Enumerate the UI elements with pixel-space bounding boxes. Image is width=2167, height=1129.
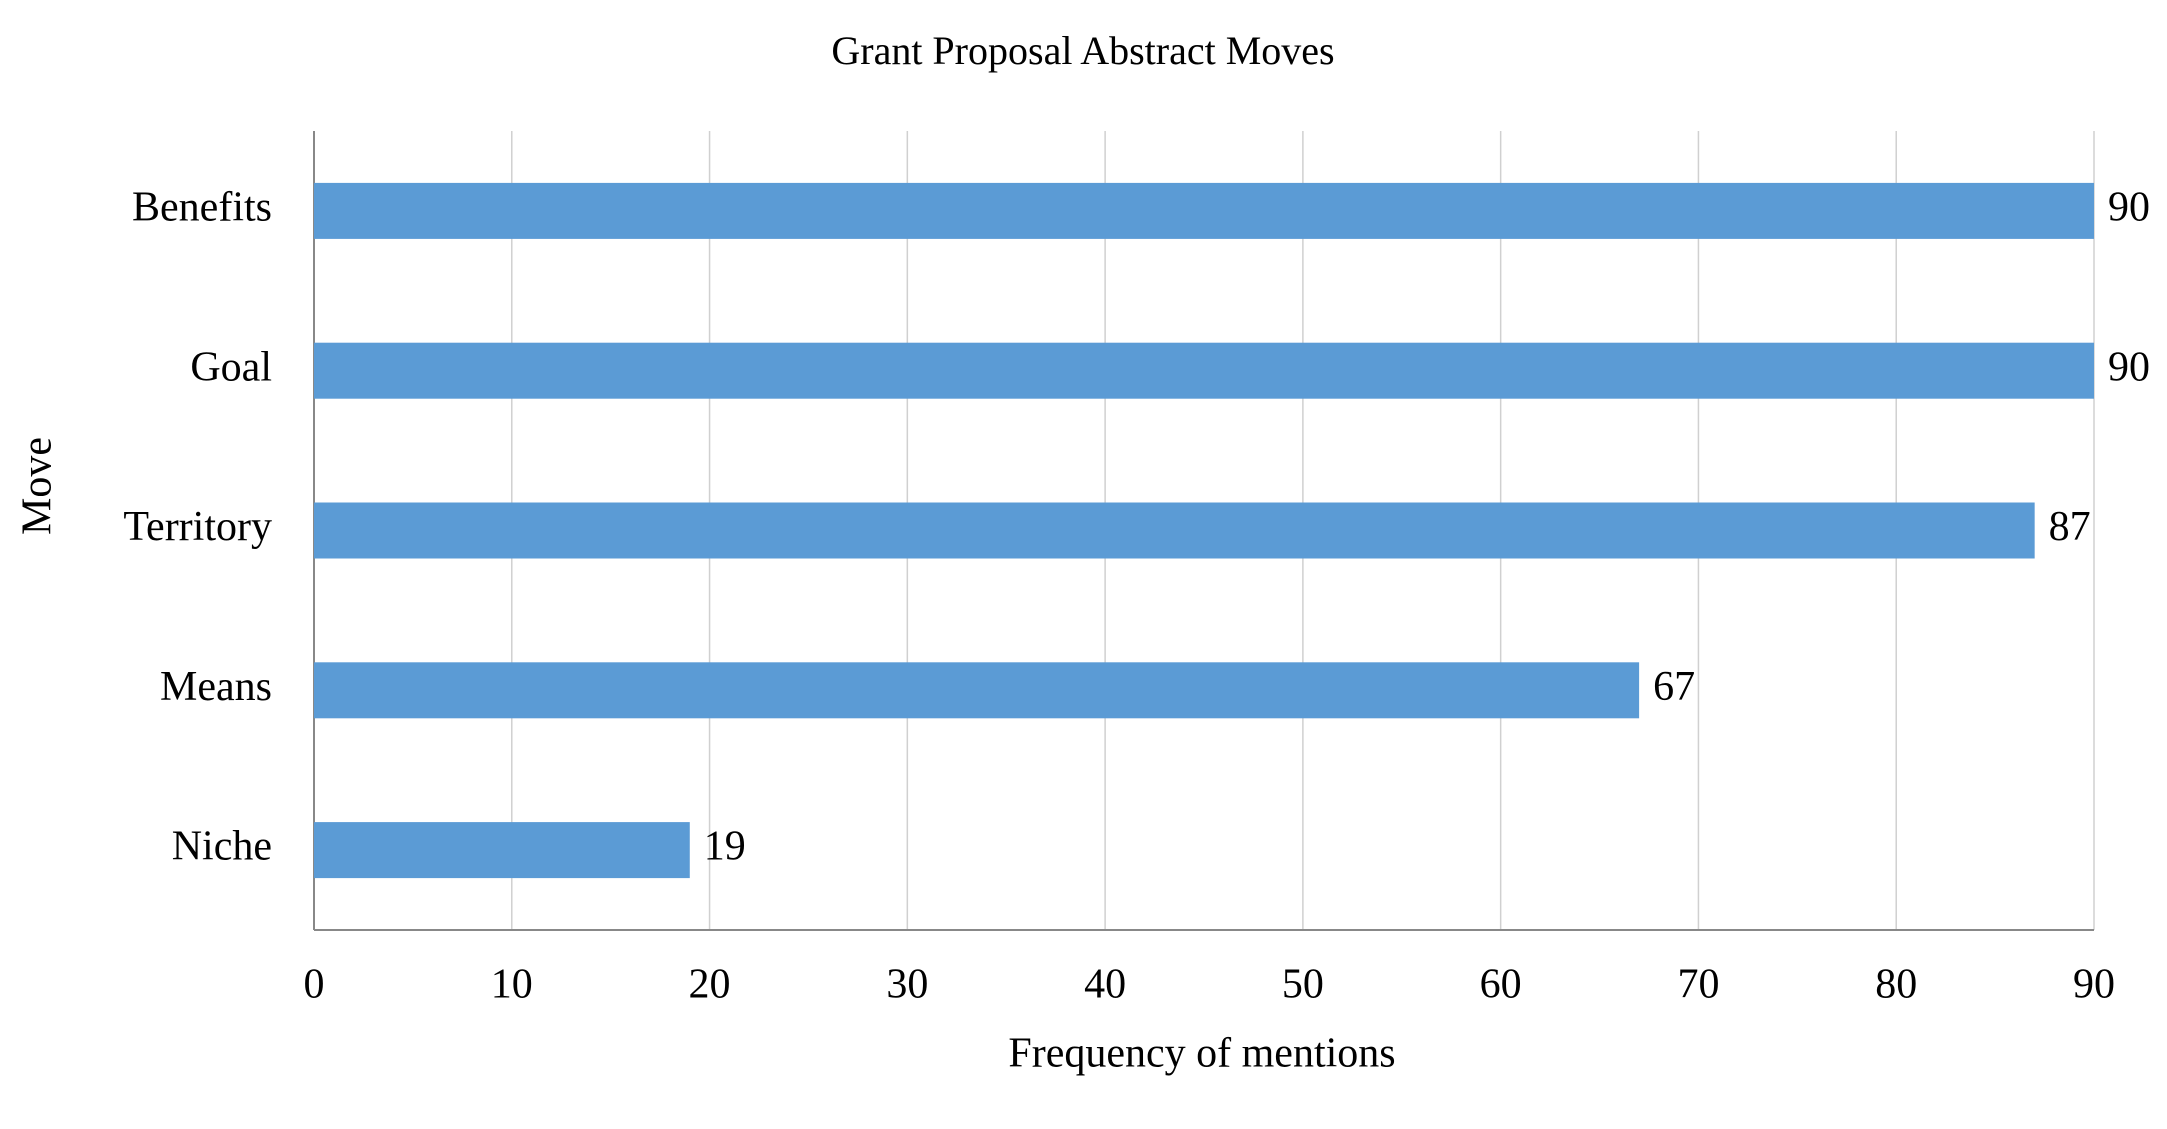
x-tick-label: 50 bbox=[1282, 962, 1324, 1008]
y-tick-label: Benefits bbox=[132, 185, 272, 231]
value-label: 19 bbox=[704, 824, 746, 870]
y-tick-label: Territory bbox=[123, 504, 272, 550]
x-tick-label: 80 bbox=[1875, 962, 1917, 1008]
x-tick-label: 30 bbox=[886, 962, 928, 1008]
bar bbox=[314, 342, 2094, 399]
bar bbox=[314, 182, 2094, 239]
chart-title: Grant Proposal Abstract Moves bbox=[831, 28, 1334, 73]
y-axis-label: Move bbox=[15, 437, 61, 535]
bar bbox=[314, 822, 690, 879]
value-label: 90 bbox=[2108, 344, 2150, 390]
x-tick-label: 20 bbox=[689, 962, 731, 1008]
y-tick-label: Goal bbox=[190, 344, 272, 390]
x-tick-label: 70 bbox=[1677, 962, 1719, 1008]
value-label: 90 bbox=[2108, 185, 2150, 231]
x-tick-label: 60 bbox=[1480, 962, 1522, 1008]
y-tick-label: Niche bbox=[172, 824, 272, 870]
value-label: 67 bbox=[1653, 664, 1695, 710]
bar bbox=[314, 662, 1640, 719]
x-tick-label: 0 bbox=[304, 962, 325, 1008]
y-tick-label: Means bbox=[160, 664, 272, 710]
x-tick-label: 10 bbox=[491, 962, 533, 1008]
value-label: 87 bbox=[2049, 504, 2091, 550]
x-tick-label: 40 bbox=[1084, 962, 1126, 1008]
x-tick-label: 90 bbox=[2073, 962, 2115, 1008]
bar bbox=[314, 502, 2035, 559]
x-axis-label: Frequency of mentions bbox=[1008, 1031, 1395, 1077]
